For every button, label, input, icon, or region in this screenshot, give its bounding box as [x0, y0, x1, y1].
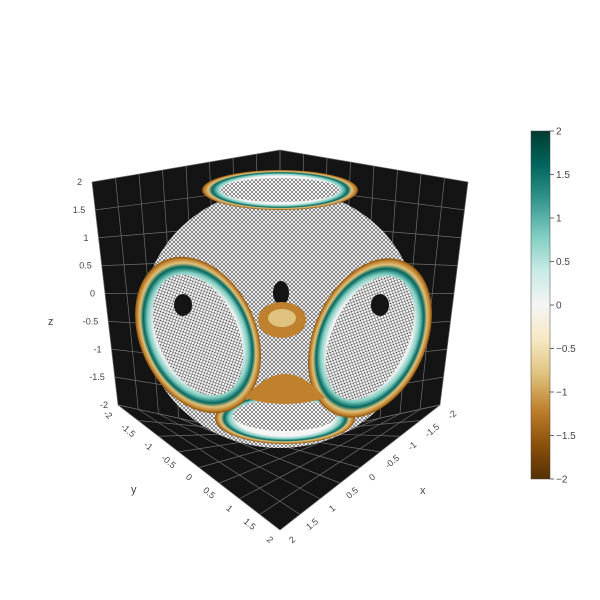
z-tick-label: -1.5 — [89, 372, 105, 382]
grid-line — [439, 181, 469, 406]
y-tick-label: 0.5 — [201, 485, 217, 501]
grid-line — [279, 404, 441, 531]
y-tick-label: 0 — [184, 472, 194, 483]
y-axis-title: y — [131, 484, 137, 496]
colorbar-tick-label: 1 — [556, 214, 562, 225]
colorbar-tick-label: 0.5 — [556, 257, 570, 268]
z-tick-label: 0 — [90, 289, 95, 299]
x-tick-label: 2 — [287, 534, 297, 545]
isosurface[interactable] — [111, 170, 456, 448]
x-tick-label: -1 — [406, 440, 419, 453]
colorbar-tick-label: 2 — [556, 127, 562, 138]
y-tick-label: 1.5 — [242, 516, 258, 532]
x-tick-label: 0.5 — [344, 485, 360, 501]
y-tick-label: -2 — [102, 408, 115, 421]
x-tick-label: -1.5 — [423, 422, 441, 440]
floor-wall — [118, 405, 440, 530]
grid-line — [219, 417, 381, 484]
x-tick-label: -0.5 — [383, 453, 401, 471]
z-axis-ticks: -2 -1.5 -1 -0.5 0 0.5 1 1.5 2 — [73, 177, 108, 410]
z-tick-label: 0.5 — [79, 261, 92, 271]
surface-hole-center — [273, 281, 289, 305]
y-tick-label: -1 — [142, 440, 155, 453]
surface-hole-right — [371, 294, 389, 316]
surface-hole-left — [174, 294, 192, 316]
x-axis-title: x — [420, 485, 426, 497]
z-axis-title: z — [48, 316, 54, 328]
z-tick-label: 1.5 — [73, 205, 86, 215]
x-tick-label: 0 — [367, 472, 377, 483]
y-tick-label: -1.5 — [119, 422, 137, 440]
x-tick-label: -2 — [446, 408, 459, 421]
colorbar-tick-label: −2 — [556, 475, 568, 486]
colorbar-tick-label: 1.5 — [556, 170, 570, 181]
grid-line — [419, 177, 445, 410]
colorbar-tick-label: −1.5 — [556, 431, 576, 442]
x-tick-label: 1.5 — [304, 516, 320, 532]
surface-lower-saddle — [245, 374, 325, 404]
y-tick-label: 2 — [265, 534, 275, 545]
grid-line — [259, 409, 421, 515]
y-tick-label: 1 — [224, 503, 234, 514]
z-tick-label: 2 — [77, 177, 82, 187]
colorbar-tick-label: −1 — [556, 388, 568, 399]
grid-line — [239, 413, 401, 500]
z-tick-label: -1 — [93, 344, 101, 354]
colorbar-ticks: 2 1.5 1 0.5 0 −0.5 −1 −1.5 −2 — [550, 127, 576, 486]
x-tick-label: 1 — [327, 503, 337, 514]
colorbar-tick-label: −0.5 — [556, 344, 576, 355]
z-tick-label: -2 — [100, 400, 108, 410]
colorbar-tick-label: 0 — [556, 301, 562, 312]
colorbar — [530, 130, 551, 480]
y-tick-label: -0.5 — [160, 453, 178, 471]
z-tick-label: 1 — [83, 233, 88, 243]
z-tick-label: -0.5 — [83, 316, 99, 326]
